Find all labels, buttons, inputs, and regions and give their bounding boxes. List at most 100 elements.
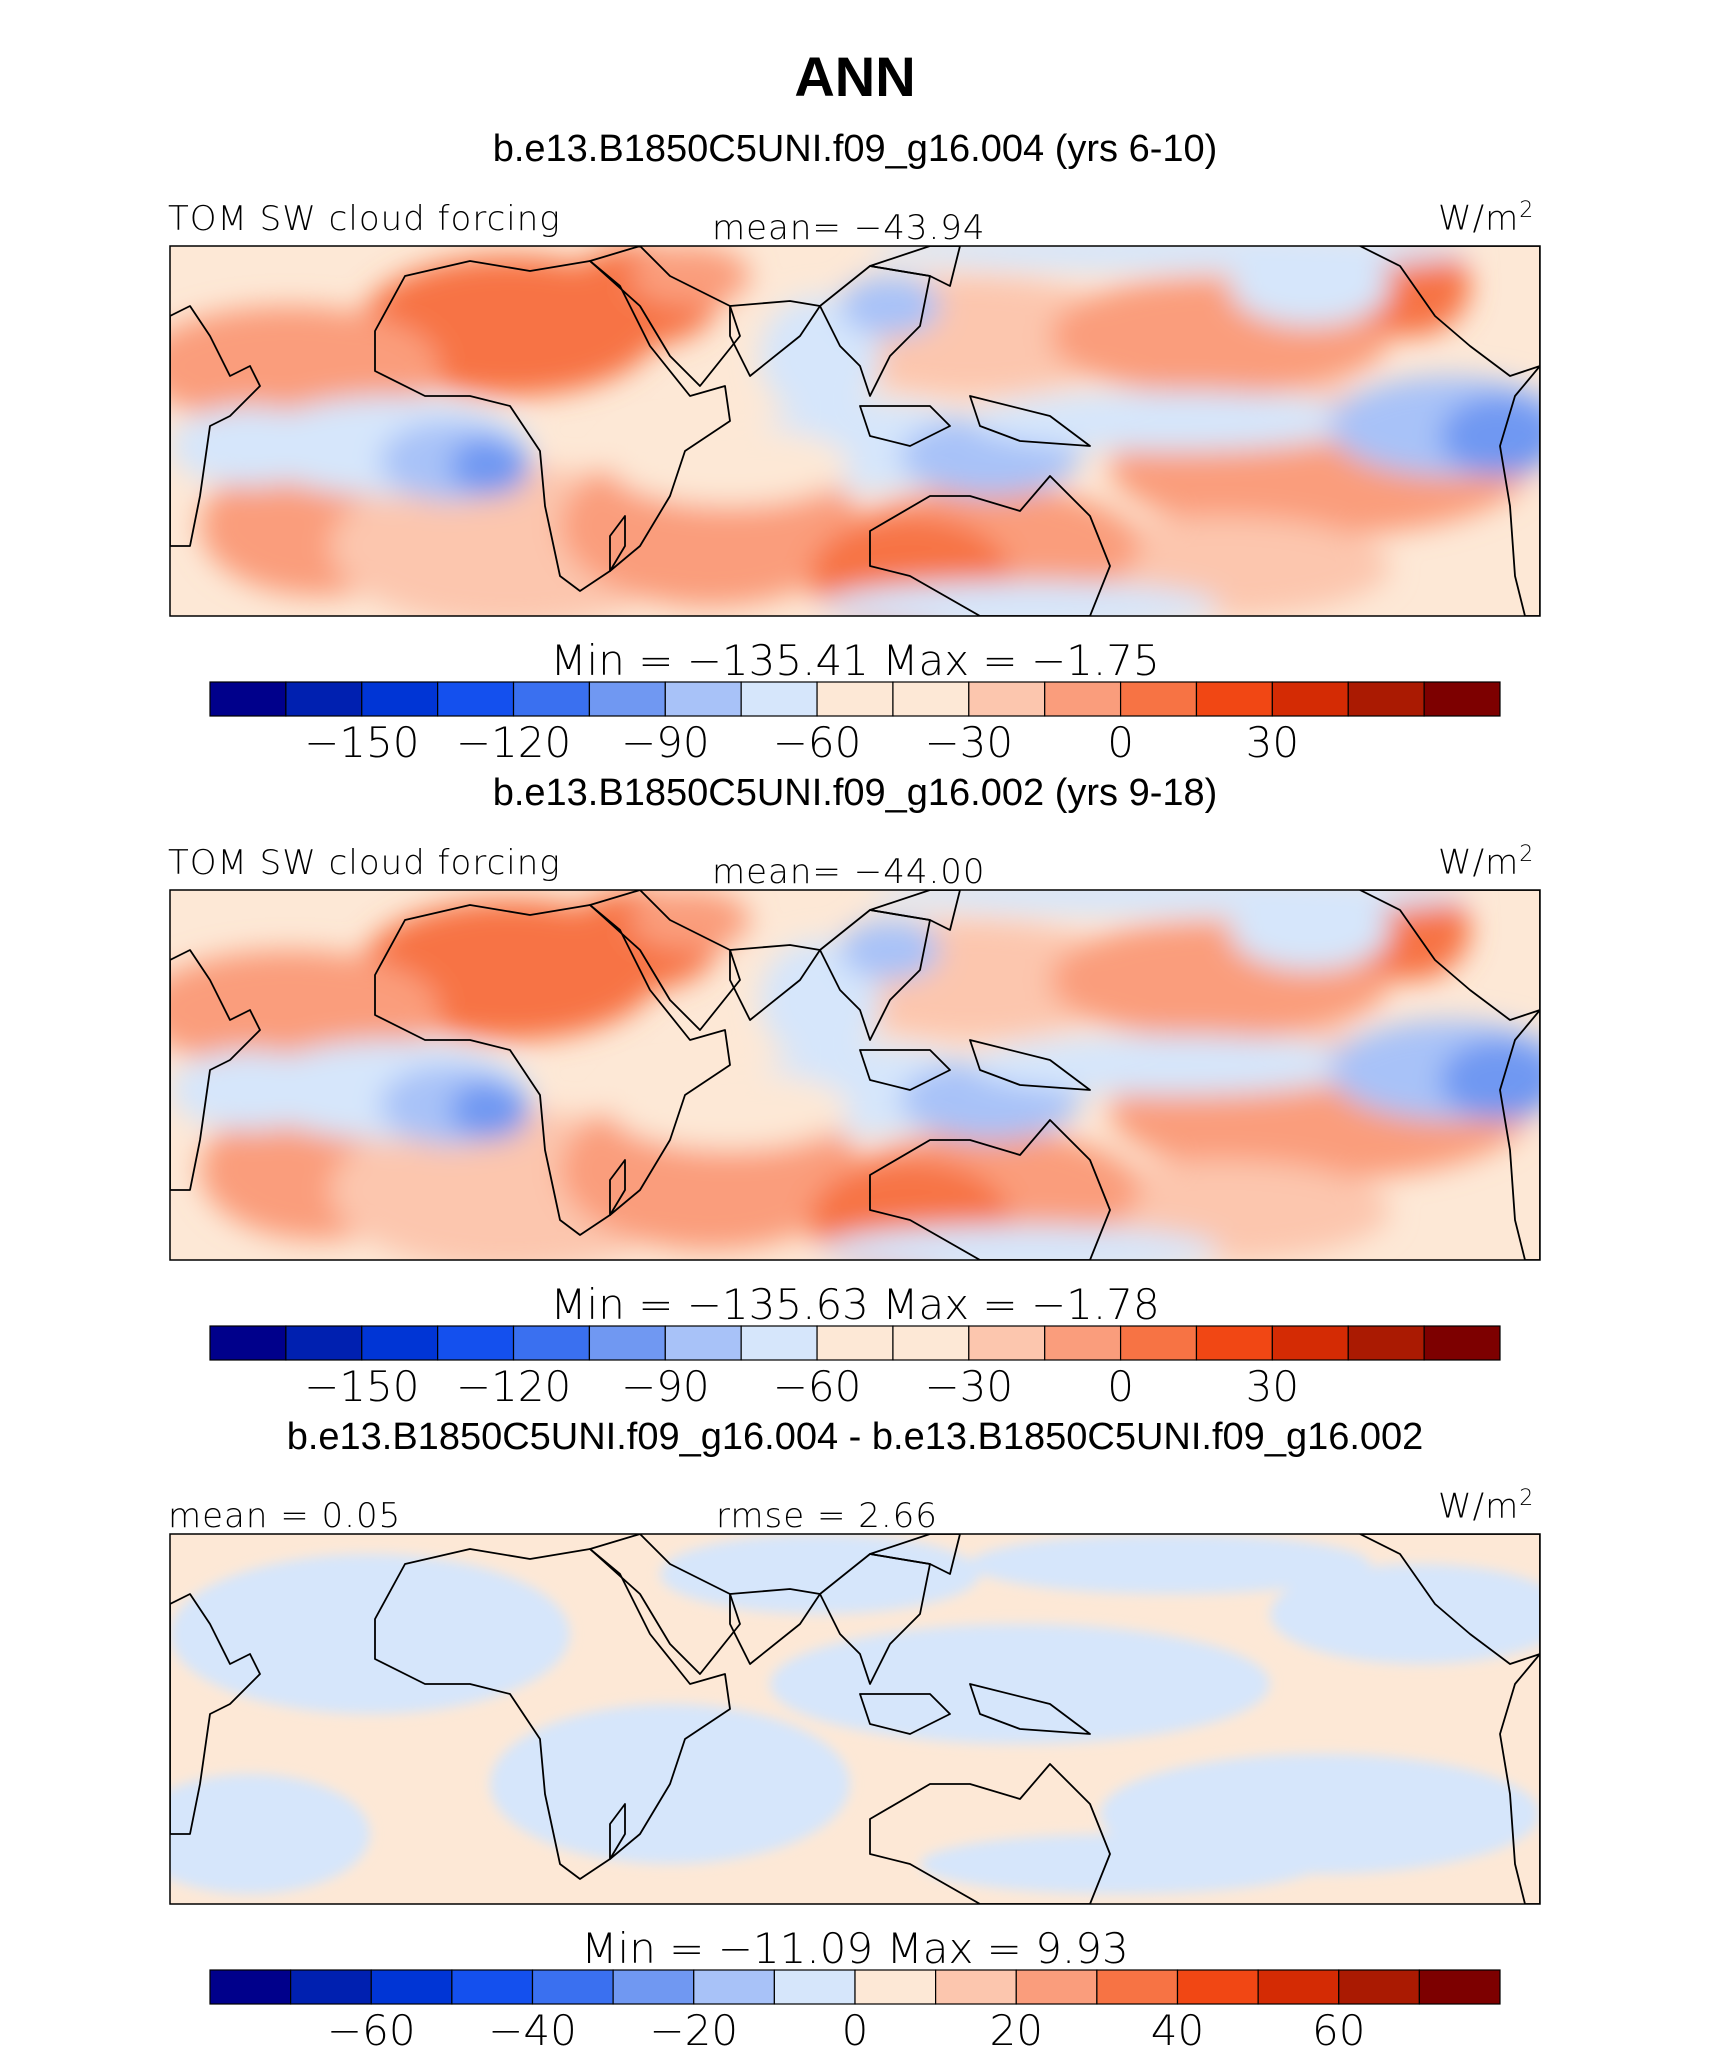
panel-2-colorbar-box [664,1325,742,1361]
panel-1-colorbar-tick-label: −60 [772,718,862,767]
panel-1-colorbar-box [968,681,1046,717]
panel-2-field-contour [170,950,440,1070]
panel-2-colorbar-box [740,1325,818,1361]
panel-1-colorbar-tick-label: −150 [304,718,420,767]
panel-1-colorbar-box [437,681,515,717]
panel-1-map [169,245,1541,617]
panel-1-coastline [1359,246,1540,377]
panel-1-colorbar-box [1044,681,1122,717]
panel-1-coastline [170,305,261,547]
panel-2-colorbar-tick-label: −30 [924,1362,1014,1411]
panel-1-field-contour [970,391,1370,451]
panel-2-colorbar-box [361,1325,439,1361]
panel-3-colorbar-tick-label: −60 [326,2006,416,2055]
panel-3-colorbar-box [693,1969,775,2005]
panel-1-field-contour [450,436,530,496]
panel-2-colorbar-box [1044,1325,1122,1361]
panel-2-title: b.e13.B1850C5UNI.f09_g16.002 (yrs 9-18) [492,772,1218,814]
panel-3-coastline [170,1593,261,1835]
panel-2-coastline [869,890,961,931]
panel-2-coastline [869,1119,1111,1260]
panel-1-colorbar-tick-label: −90 [620,718,710,767]
panel-2-units-label: W/m2 [1438,842,1535,883]
panel-3-colorbar-box [531,1969,614,2005]
panel-1-colorbar-box [740,681,818,717]
panel-2-colorbar-box [1119,1325,1198,1361]
panel-2-colorbar-box [1347,1325,1425,1361]
panel-3-coastline [374,1548,731,1880]
panel-1-colorbar-box [1195,681,1273,717]
panel-1-colorbar-box [285,681,363,717]
panel-3-colorbar-box [773,1969,856,2005]
panel-3-colorbar-box [451,1969,534,2005]
panel-2-colorbar-box [1271,1325,1349,1361]
panel-3-field-contour [170,1554,570,1714]
panel-1-field-contour [840,276,940,336]
panel-1-field-contour [820,581,1220,616]
panel-1-field-contour [870,246,1470,271]
panel-3-colorbar-box [370,1969,453,2005]
panel-1-colorbar-box [512,681,591,717]
panel-3-colorbar-box [612,1969,695,2005]
panel-3-colorbar-tick-label: −20 [649,2006,739,2055]
panel-2-colorbar-box [285,1325,363,1361]
panel-3-coastline [1499,1653,1540,1904]
panel-2-field-contour [870,890,1470,915]
panel-1-field-contour [170,406,330,486]
panel-2-field-contour [820,1225,1220,1260]
panel-1-field-contour [610,426,850,506]
panel-1-colorbar-box [816,681,894,717]
panel-3-colorbar-box [290,1969,372,2005]
panel-2-map-frame [169,889,1541,1261]
panel-2-field-contour [610,1070,850,1150]
panel-3-map [169,1533,1541,1905]
panel-1-coastline [729,300,821,377]
panel-1-map-frame [169,245,1541,617]
panel-3-colorbar [209,1969,1501,2005]
panel-3-field-contour [770,1624,1270,1744]
panel-1-colorbar-box [209,681,287,717]
panel-3-coastline [609,1803,626,1860]
panel-3-colorbar-box [935,1969,1017,2005]
panel-3-coastline [859,1693,951,1735]
panel-3-colorbar-box [1418,1969,1501,2005]
panel-3-coastline [969,1683,1091,1735]
panel-2-field-contour [1440,1040,1540,1120]
panel-1-field-contour [630,246,750,306]
panel-3-title: b.e13.B1850C5UNI.f09_g16.004 - b.e13.B18… [286,1416,1424,1458]
panel-3-colorbar-box [1096,1969,1179,2005]
panel-3-colorbar-tick-label: 20 [989,2006,1043,2055]
panel-1-coastline [589,246,741,387]
panel-1-colorbar-box [1119,681,1198,717]
panel-3-colorbar-box [1176,1969,1259,2005]
panel-2-colorbar-box [816,1325,894,1361]
panel-2-mean-label: mean= −44.00 [712,852,986,892]
panel-1-colorbar-box [1271,681,1349,717]
panel-1-colorbar-tick-label: 30 [1245,718,1300,767]
panel-2-colorbar-box [892,1325,970,1361]
panel-3-minmax-label: Min = −11.09 Max = 9.93 [581,1924,1129,1973]
panel-2-coastline [969,1039,1091,1091]
panel-3-map-frame [169,1533,1541,1905]
panel-1-coastline [969,395,1091,447]
panel-1-coastline [374,260,731,592]
panel-2-coastline [1499,1009,1540,1260]
panel-2-coastline [1359,890,1540,1021]
panel-1-field-contour [1440,396,1540,476]
panel-2-coastline [729,944,821,1021]
panel-3-colorbar-tick-label: 40 [1150,2006,1205,2055]
panel-3-rmse-label: rmse = 2.66 [716,1496,938,1536]
panel-1-variable-label: TOM SW cloud forcing [168,199,561,239]
panel-2-colorbar-tick-label: −90 [620,1362,710,1411]
panel-2-coastline [374,904,731,1236]
panel-2-colorbar-box [512,1325,591,1361]
panel-2-colorbar-tick-label: 30 [1245,1362,1300,1411]
panel-3-coastline [869,1763,1111,1904]
panel-3-colorbar-tick-label: −40 [488,2006,577,2055]
panel-2-minmax-label: Min = −135.63 Max = −1.78 [550,1280,1160,1329]
panel-3-units-label: W/m2 [1438,1486,1535,1527]
panel-1-coastline [869,246,961,287]
panel-2-colorbar [209,1325,1501,1361]
panel-3-field-contour [170,1774,370,1894]
panel-2-colorbar-tick-label: 0 [1107,1362,1134,1411]
